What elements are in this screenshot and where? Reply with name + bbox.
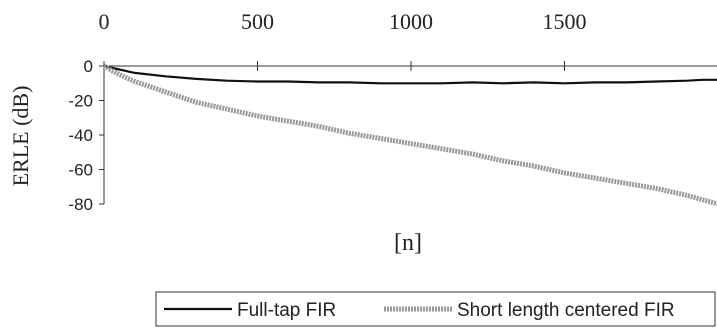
y-tick-labels: 0 -20 -40 -60 -80 bbox=[68, 57, 93, 214]
legend-label-full-tap-fir: Full-tap FIR bbox=[237, 300, 336, 321]
y-tick-label: -80 bbox=[68, 195, 93, 214]
axes bbox=[99, 61, 717, 205]
series-line-short-length-centered-fir bbox=[102, 63, 717, 207]
x-tick-label: 0 bbox=[99, 9, 110, 34]
x-axis-label: [n] bbox=[394, 230, 422, 256]
legend: Full-tap FIR Short length centered FIR bbox=[155, 291, 716, 327]
x-tick-labels: 0 500 1000 1500 bbox=[99, 9, 587, 34]
y-axis-label: ERLE (dB) bbox=[8, 86, 33, 187]
y-tick-label: -60 bbox=[68, 161, 93, 180]
series-line-full-tap-fir bbox=[103, 64, 717, 85]
legend-label-short-length-centered-fir: Short length centered FIR bbox=[457, 300, 675, 321]
x-tick-label: 500 bbox=[241, 9, 274, 34]
series-lines bbox=[102, 63, 717, 207]
y-tick-label: 0 bbox=[84, 57, 93, 76]
y-tick-label: -20 bbox=[68, 92, 93, 111]
x-tick-label: 1000 bbox=[389, 9, 433, 34]
y-tick-label: -40 bbox=[68, 126, 93, 145]
x-tick-label: 1500 bbox=[543, 9, 587, 34]
